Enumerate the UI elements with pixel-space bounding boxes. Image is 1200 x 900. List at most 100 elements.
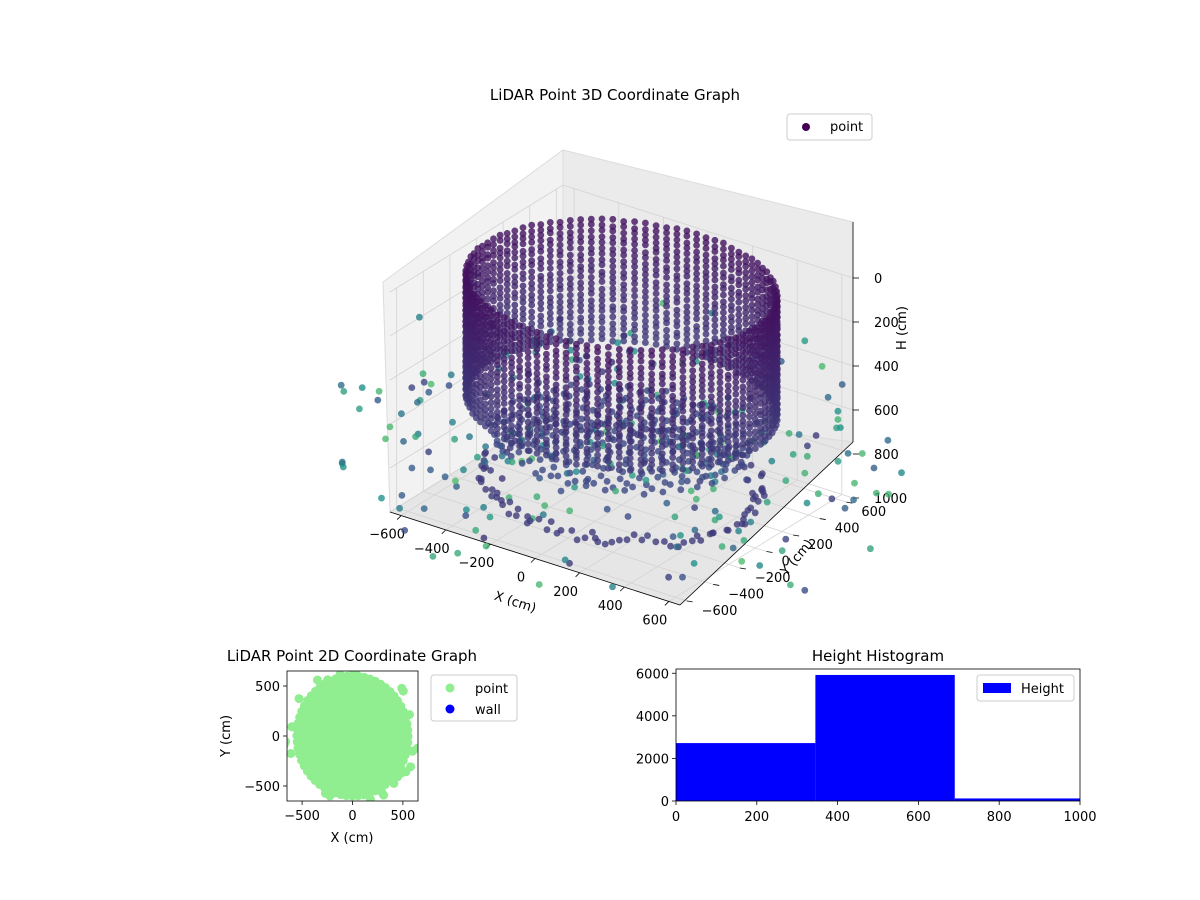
- point-3d-2029: [751, 416, 759, 423]
- point-3d-205: [620, 263, 628, 271]
- point-3d-1942: [524, 389, 532, 397]
- point-3d-2470: [679, 374, 687, 381]
- point-3d-1607: [508, 458, 516, 466]
- point-3d-682: [711, 276, 719, 284]
- hist-x-tick-label-1: 200: [744, 810, 769, 825]
- point-3d-2180: [732, 339, 740, 346]
- point-3d-924: [742, 263, 750, 270]
- point-3d-1899: [636, 474, 643, 482]
- point-3d-73: [587, 279, 595, 287]
- point-3d-738: [720, 245, 727, 253]
- point-3d-1492: [477, 343, 484, 351]
- point-3d-418: [503, 235, 511, 243]
- point-3d-309: [642, 339, 649, 346]
- point-3d-142: [556, 292, 564, 300]
- point-3d-1960: [757, 327, 764, 334]
- point-3d-2409: [615, 409, 623, 417]
- point-3d-2007: [738, 520, 746, 528]
- point-3d-2511: [669, 352, 677, 360]
- point-3d-2267: [583, 421, 591, 429]
- point-3d-2602: [673, 543, 680, 551]
- point-3d-2148: [739, 444, 747, 452]
- point-3d-2187: [732, 379, 740, 386]
- point-3d-1554: [482, 343, 489, 351]
- point-3d-866: [735, 292, 743, 300]
- point-3d-132: [556, 235, 564, 243]
- hist-x-tick-label-2: 400: [825, 810, 850, 825]
- point-3d-2320: [594, 434, 601, 441]
- point-3d-1806: [508, 335, 515, 343]
- point-3d-347: [652, 290, 660, 297]
- y-tick-0: [686, 600, 693, 603]
- point-3d-1344: [541, 502, 549, 509]
- point-3d-1685: [493, 352, 501, 359]
- point-3d-1617: [487, 324, 495, 332]
- point-3d-2155: [562, 342, 570, 350]
- point-3d-2093: [601, 486, 609, 494]
- point-3d-2042: [666, 481, 674, 488]
- point-3d-2432: [689, 413, 697, 420]
- point-3d-798: [491, 454, 499, 461]
- point-3d-2020: [751, 365, 759, 372]
- point-3d-2482: [679, 441, 687, 449]
- point-3d-1212: [477, 475, 485, 483]
- point-3d-2134: [739, 364, 747, 372]
- point-3d-119: [598, 291, 606, 299]
- point-3d-246: [631, 235, 638, 243]
- point-2d-500: [335, 671, 345, 679]
- chart-2d-y-label: Y (cm): [219, 715, 234, 758]
- point-3d-1972: [757, 394, 764, 402]
- point-3d-2207: [573, 367, 580, 375]
- point-3d-1564: [482, 400, 489, 408]
- point-3d-229: [537, 265, 545, 272]
- point-3d-1636: [804, 442, 811, 450]
- point-3d-689: [711, 316, 719, 324]
- point-3d-220: [614, 339, 622, 347]
- point-3d-54: [577, 296, 585, 304]
- point-3d-144: [556, 304, 564, 311]
- point-3d-419: [503, 240, 511, 248]
- point-3d-2224: [644, 532, 651, 539]
- point-3d-1692: [493, 391, 501, 399]
- point-3d-1514: [507, 452, 515, 460]
- y-tick-2: [739, 567, 746, 570]
- point-2d-487: [287, 737, 291, 746]
- point-3d-569: [693, 293, 700, 300]
- point-3d-2036: [557, 527, 565, 534]
- point-3d-570: [693, 298, 700, 306]
- point-3d-445: [673, 242, 681, 249]
- point-3d-2260: [583, 381, 591, 389]
- x-tick-label-1: −400: [414, 542, 450, 557]
- point-3d-321: [519, 275, 527, 283]
- point-3d-2375: [698, 342, 706, 350]
- point-3d-2431: [689, 406, 697, 414]
- point-3d-104: [566, 330, 574, 338]
- point-3d-2101: [552, 340, 560, 348]
- point-3d-2598: [801, 586, 809, 594]
- point-3d-800: [728, 250, 735, 258]
- point-3d-2483: [679, 447, 687, 455]
- point-3d-2077: [746, 367, 753, 375]
- point-3d-509: [683, 262, 691, 270]
- point-3d-2263: [583, 399, 591, 407]
- point-3d-2232: [724, 364, 732, 372]
- point-3d-2172: [562, 441, 570, 449]
- point-3d-2605: [669, 533, 677, 540]
- point-3d-2078: [746, 373, 753, 381]
- point-3d-1746: [500, 344, 508, 352]
- point-3d-2073: [746, 344, 753, 351]
- point-2d-505: [389, 778, 399, 788]
- point-2d-480: [293, 743, 303, 753]
- point-3d-2060: [543, 429, 550, 436]
- point-3d-751: [720, 320, 727, 328]
- point-3d-918: [824, 393, 832, 401]
- point-3d-163: [609, 285, 617, 292]
- point-3d-2397: [803, 452, 811, 460]
- point-3d-2308: [594, 366, 601, 374]
- point-3d-72: [587, 274, 595, 281]
- point-3d-2469: [679, 367, 687, 375]
- point-3d-2221: [573, 448, 580, 456]
- point-3d-2365: [605, 419, 612, 427]
- point-3d-2247: [724, 450, 732, 458]
- point-3d-684: [711, 288, 719, 296]
